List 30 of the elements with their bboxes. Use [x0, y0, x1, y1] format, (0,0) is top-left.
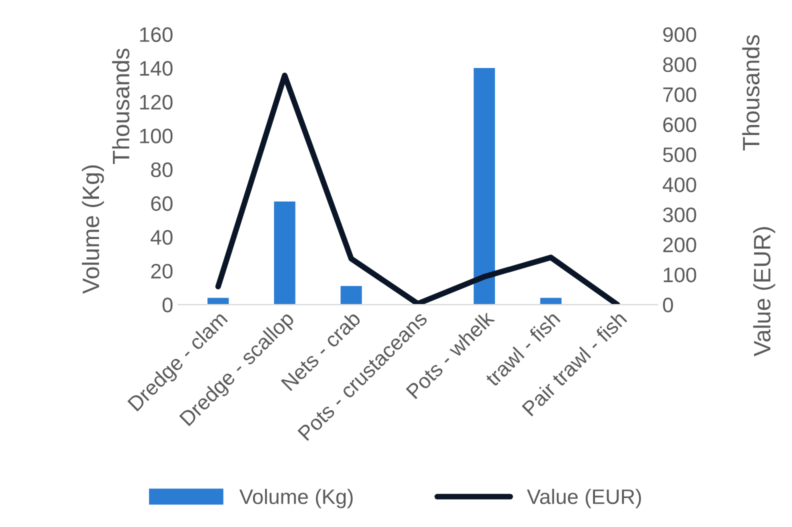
y2-tick-label: 200 — [663, 238, 696, 252]
bar — [274, 202, 296, 305]
y-tick-label: 60 — [151, 196, 173, 211]
y-tick-label: 100 — [140, 128, 173, 144]
y2-tick-label: 800 — [663, 57, 696, 72]
legend-label: Volume (Kg) — [239, 488, 353, 508]
bar — [540, 298, 562, 305]
text: Thousands — [742, 35, 760, 151]
y2-tick-label: 600 — [663, 117, 696, 132]
y2-tick-label: 0 — [663, 298, 673, 312]
y2-tick-label: 700 — [663, 87, 696, 102]
bar — [207, 298, 229, 305]
y2-tick-label: 500 — [663, 147, 696, 162]
y-tick-label: 140 — [140, 61, 173, 76]
y2-tick-label: 100 — [664, 268, 696, 282]
y2-axis-title: Value (EUR) — [753, 227, 776, 356]
y-tick-label: 80 — [151, 162, 173, 178]
y-axis-title: Volume (Kg) — [82, 165, 104, 294]
y-tick-label: 120 — [140, 94, 173, 110]
bar — [474, 68, 495, 305]
y2-tick-label: 900 — [663, 27, 696, 42]
y2-tick-label: 400 — [662, 177, 696, 192]
legend-label: Value (EUR) — [526, 488, 641, 508]
y-tick-label: 0 — [162, 298, 173, 312]
y2-tick-label: 300 — [663, 207, 696, 222]
text: Thousands — [112, 48, 130, 164]
y-tick-label: 20 — [151, 264, 173, 279]
y-tick-label: 40 — [150, 230, 173, 245]
bar — [340, 286, 362, 305]
y-tick-label: 160 — [140, 27, 173, 42]
